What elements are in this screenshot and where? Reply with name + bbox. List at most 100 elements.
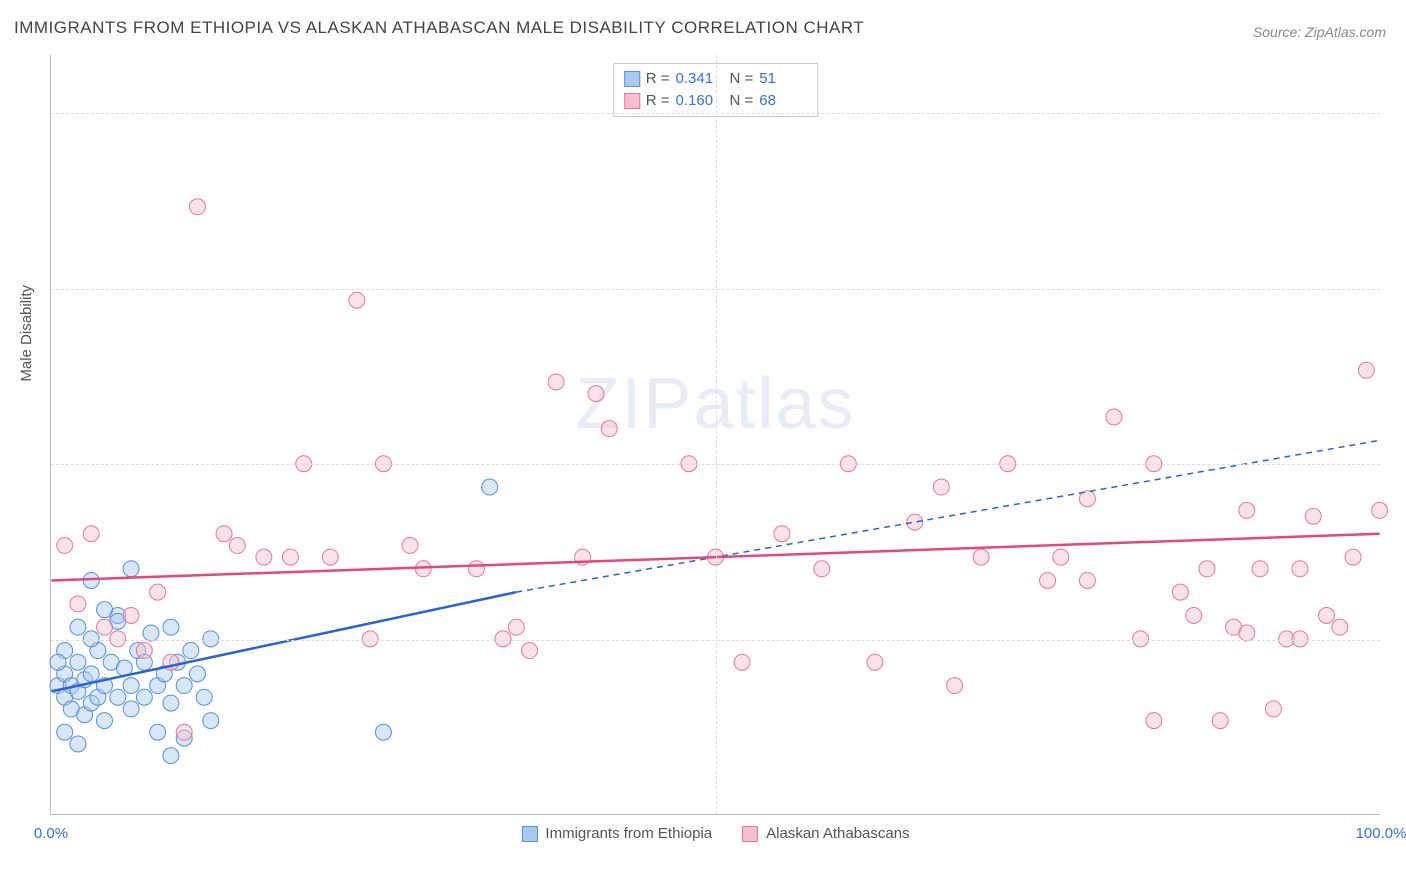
legend-swatch — [624, 71, 640, 87]
data-point — [1332, 619, 1348, 635]
r-label: R = — [646, 90, 670, 112]
data-point — [933, 479, 949, 495]
x-tick-label: 100.0% — [1356, 825, 1406, 842]
data-point — [1292, 561, 1308, 577]
data-point — [1106, 409, 1122, 425]
x-tick-label: 0.0% — [34, 825, 68, 842]
data-point — [163, 695, 179, 711]
data-point — [70, 736, 86, 752]
grid-line-v — [716, 55, 717, 814]
n-value: 68 — [759, 90, 807, 112]
data-point — [97, 602, 113, 618]
data-point — [216, 526, 232, 542]
data-point — [1265, 701, 1281, 717]
legend-swatch — [521, 826, 537, 842]
data-point — [349, 292, 365, 308]
data-point — [1239, 625, 1255, 641]
data-point — [814, 561, 830, 577]
data-point — [150, 724, 166, 740]
data-point — [522, 643, 538, 659]
data-point — [183, 643, 199, 659]
data-point — [322, 549, 338, 565]
data-point — [123, 701, 139, 717]
data-point — [1372, 502, 1388, 518]
data-point — [163, 748, 179, 764]
data-point — [734, 654, 750, 670]
data-point — [70, 596, 86, 612]
y-tick-label: 15.0% — [1390, 631, 1406, 648]
n-value: 51 — [759, 68, 807, 90]
chart-container: IMMIGRANTS FROM ETHIOPIA VS ALASKAN ATHA… — [0, 0, 1406, 892]
data-point — [973, 549, 989, 565]
data-point — [508, 619, 524, 635]
data-point — [83, 526, 99, 542]
legend-bottom: Immigrants from Ethiopia Alaskan Athabas… — [521, 825, 909, 842]
data-point — [163, 619, 179, 635]
data-point — [1053, 549, 1069, 565]
data-point — [1199, 561, 1215, 577]
data-point — [57, 537, 73, 553]
legend-swatch — [624, 93, 640, 109]
data-point — [588, 386, 604, 402]
data-point — [548, 374, 564, 390]
source-label: Source: ZipAtlas.com — [1253, 24, 1386, 40]
data-point — [57, 724, 73, 740]
data-point — [189, 199, 205, 215]
data-point — [97, 619, 113, 635]
data-point — [1186, 608, 1202, 624]
data-point — [774, 526, 790, 542]
legend-item: Alaskan Athabascans — [742, 825, 909, 842]
y-tick-label: 45.0% — [1390, 280, 1406, 297]
legend-swatch — [742, 826, 758, 842]
data-point — [136, 689, 152, 705]
n-label: N = — [730, 68, 754, 90]
data-point — [110, 689, 126, 705]
data-point — [136, 643, 152, 659]
data-point — [1172, 584, 1188, 600]
plot-area: ZIPatlas R = 0.341 N = 51 R = 0.160 N = … — [50, 55, 1380, 815]
data-point — [1252, 561, 1268, 577]
data-point — [1212, 713, 1228, 729]
data-point — [196, 689, 212, 705]
data-point — [282, 549, 298, 565]
data-point — [867, 654, 883, 670]
data-point — [256, 549, 272, 565]
data-point — [50, 654, 66, 670]
data-point — [189, 666, 205, 682]
data-point — [123, 678, 139, 694]
data-point — [203, 713, 219, 729]
data-point — [1146, 713, 1162, 729]
data-point — [402, 537, 418, 553]
data-point — [482, 479, 498, 495]
y-tick-label: 60.0% — [1390, 105, 1406, 122]
data-point — [601, 421, 617, 437]
data-point — [176, 724, 192, 740]
data-point — [70, 619, 86, 635]
data-point — [1345, 549, 1361, 565]
data-point — [1040, 572, 1056, 588]
data-point — [123, 608, 139, 624]
data-point — [176, 678, 192, 694]
n-label: N = — [730, 90, 754, 112]
data-point — [150, 584, 166, 600]
data-point — [83, 666, 99, 682]
r-label: R = — [646, 68, 670, 90]
data-point — [375, 724, 391, 740]
data-point — [143, 625, 159, 641]
data-point — [123, 561, 139, 577]
data-point — [97, 713, 113, 729]
y-axis-title: Male Disability — [18, 285, 35, 382]
data-point — [1319, 608, 1335, 624]
legend-item: Immigrants from Ethiopia — [521, 825, 712, 842]
data-point — [1079, 572, 1095, 588]
data-point — [70, 654, 86, 670]
data-point — [947, 678, 963, 694]
data-point — [1358, 362, 1374, 378]
data-point — [1305, 508, 1321, 524]
data-point — [468, 561, 484, 577]
legend-label: Immigrants from Ethiopia — [545, 825, 712, 842]
chart-title: IMMIGRANTS FROM ETHIOPIA VS ALASKAN ATHA… — [14, 18, 864, 38]
y-tick-label: 30.0% — [1390, 456, 1406, 473]
data-point — [229, 537, 245, 553]
data-point — [1239, 502, 1255, 518]
